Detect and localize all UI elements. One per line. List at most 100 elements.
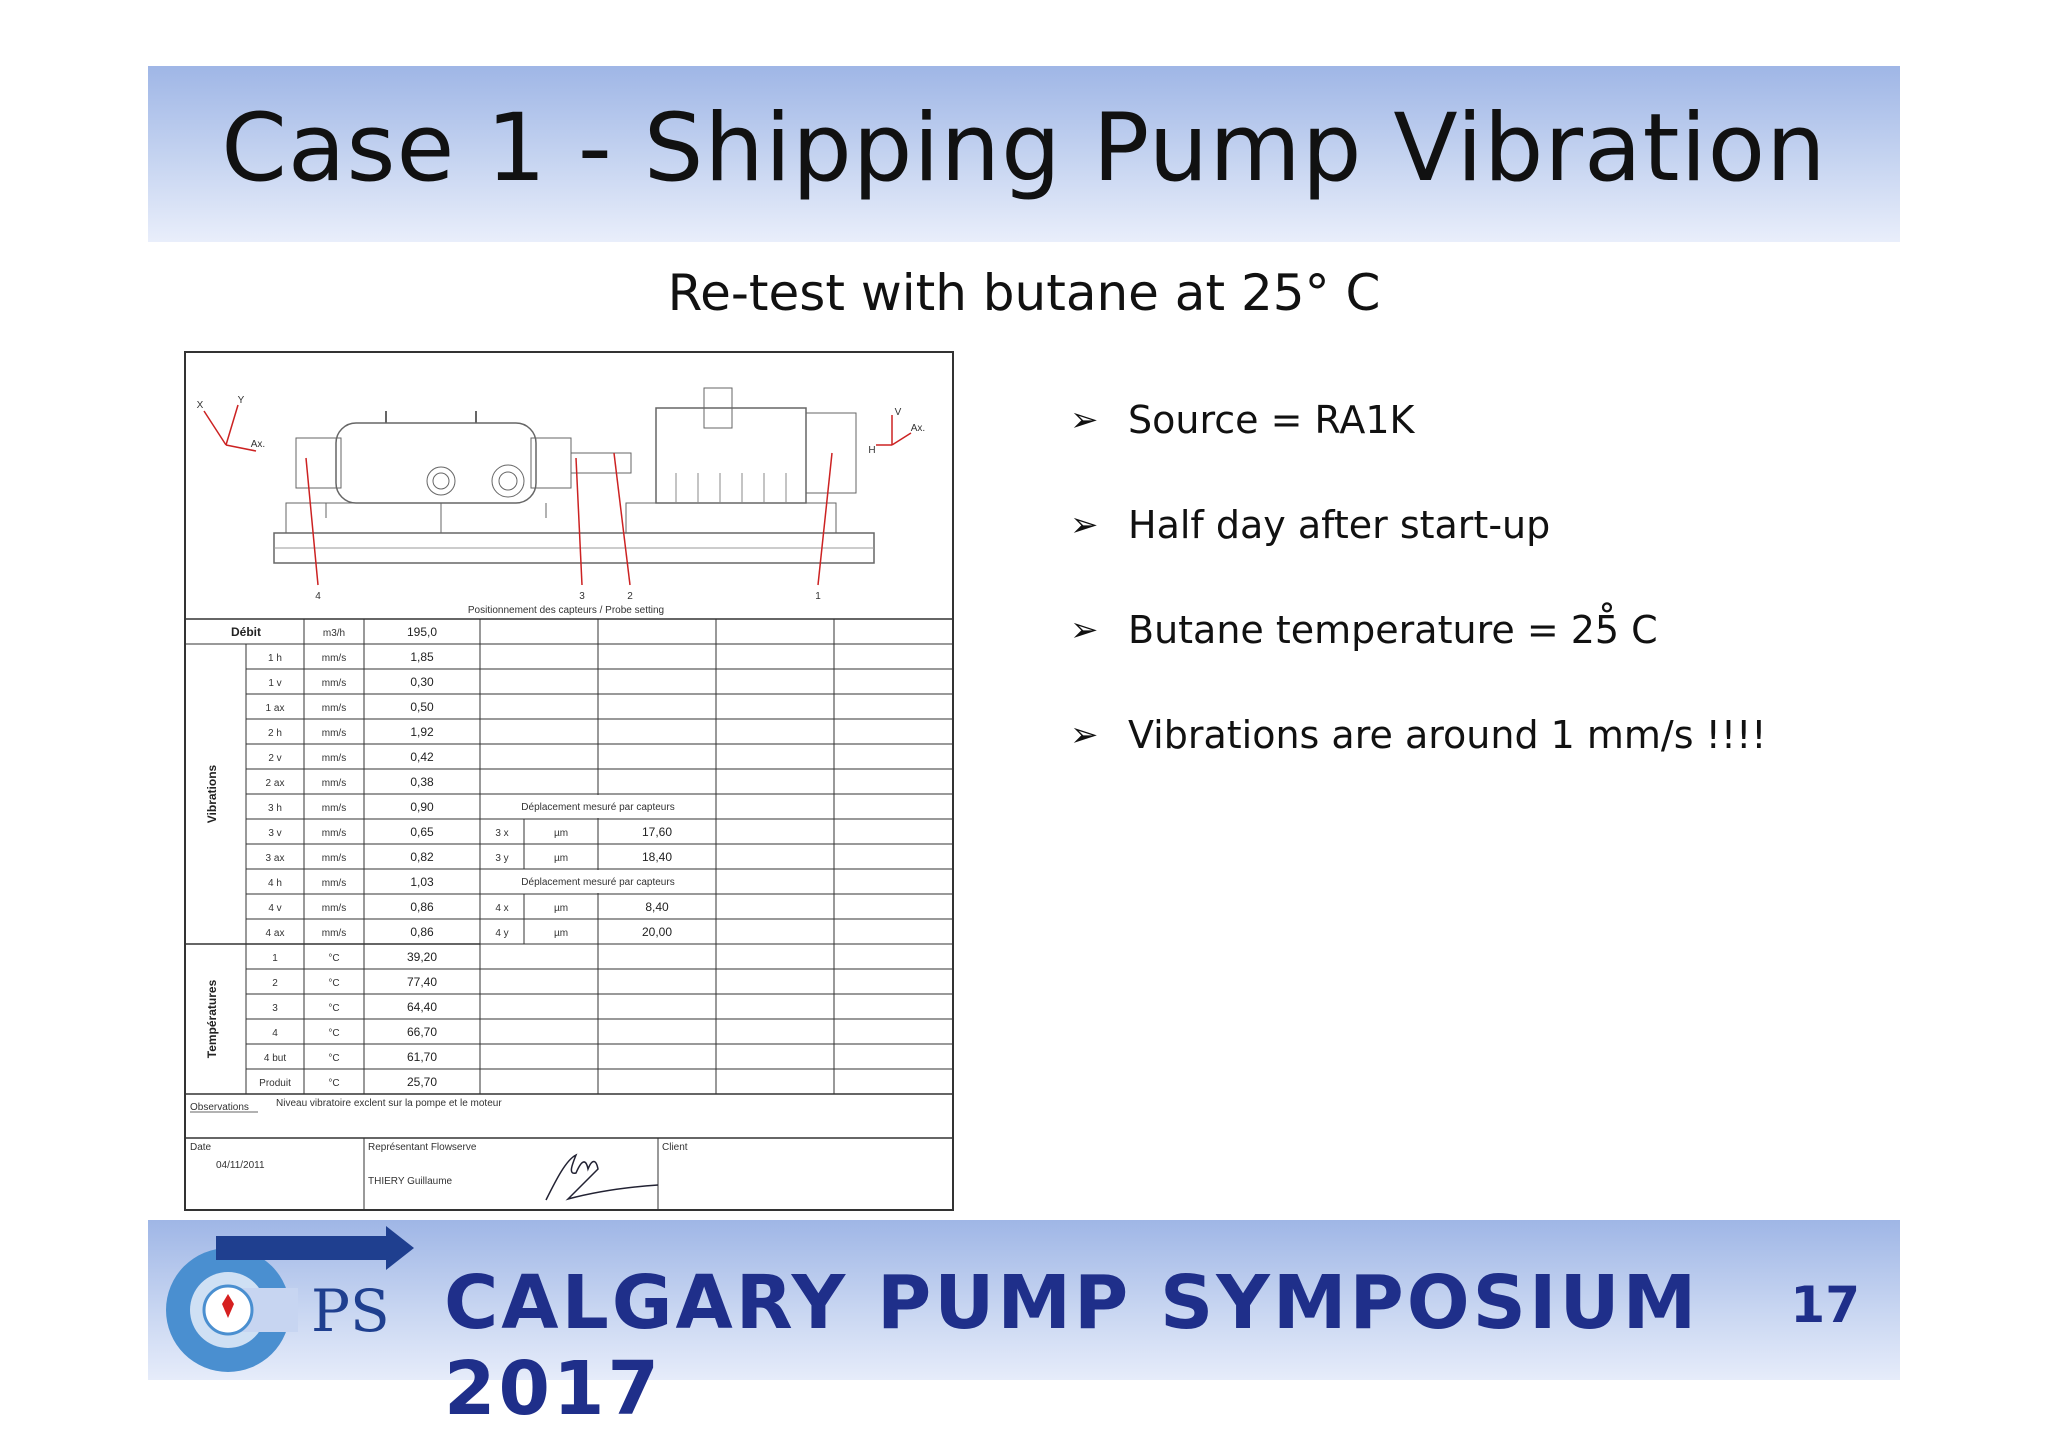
pump-bearing-right <box>530 437 572 489</box>
vib-unit: mm/s <box>322 853 346 864</box>
displacement-value: 18,40 <box>642 850 672 864</box>
vib-value: 0,90 <box>410 800 434 814</box>
temp-point: 4 but <box>264 1053 286 1064</box>
vib-value: 0,86 <box>410 900 434 914</box>
displacement-point: 3 x <box>495 828 508 839</box>
probe-line <box>817 452 833 586</box>
flow-unit: m3/h <box>323 628 345 639</box>
footer-title: CALGARY PUMP SYMPOSIUM 2017 <box>444 1260 1700 1432</box>
temp-unit: °C <box>328 1003 339 1014</box>
vib-value: 0,30 <box>410 675 434 689</box>
motor-body <box>655 407 807 504</box>
probe-label: 3 <box>579 591 585 602</box>
displacement-value: 17,60 <box>642 825 672 839</box>
vib-value: 0,65 <box>410 825 434 839</box>
cps-logo: PS <box>156 1226 416 1381</box>
arrow-bullet-icon: ➢ <box>1070 715 1099 755</box>
temp-unit: °C <box>328 1053 339 1064</box>
vib-value: 0,86 <box>410 925 434 939</box>
displacement-value: 20,00 <box>642 925 672 939</box>
temp-unit: °C <box>328 1028 339 1039</box>
vib-value: 1,03 <box>410 875 434 889</box>
temp-value: 66,70 <box>407 1025 437 1039</box>
vibrations-group-label: Vibrations <box>205 764 219 823</box>
vib-unit: mm/s <box>322 803 346 814</box>
title-band: Case 1 - Shipping Pump Vibration <box>148 66 1900 242</box>
vib-point: 1 ax <box>266 703 285 714</box>
arrow-bullet-icon: ➢ <box>1070 400 1099 440</box>
bullet-list: ➢ Source = RA1K ➢ Half day after start-u… <box>1070 393 1890 813</box>
vib-point: 4 h <box>268 878 282 889</box>
slide-title: Case 1 - Shipping Pump Vibration <box>221 94 1827 203</box>
temp-point: 1 <box>272 953 278 964</box>
arrow-icon <box>216 1226 414 1270</box>
temp-value: 77,40 <box>407 975 437 989</box>
temp-point: 4 <box>272 1028 278 1039</box>
test-sheet-drawing: X Y Ax. V H Ax. 4 3 2 1 Positionnement des capteur… <box>186 387 952 1209</box>
vib-unit: mm/s <box>322 728 346 739</box>
axis-ax-right-label: Ax. <box>911 423 925 434</box>
axis-v-label: V <box>895 407 902 418</box>
page-number: 17 <box>1790 1276 1860 1334</box>
probe-line <box>575 457 583 586</box>
displacement-value: 8,40 <box>645 900 669 914</box>
vib-unit: mm/s <box>322 928 346 939</box>
vib-point: 2 v <box>268 753 281 764</box>
probe-label: 1 <box>815 591 821 602</box>
vib-value: 1,92 <box>410 725 434 739</box>
footer-band: PS CALGARY PUMP SYMPOSIUM 2017 17 <box>148 1220 1900 1432</box>
flow-value: 195,0 <box>407 625 437 639</box>
probe-label: 2 <box>627 591 633 602</box>
displacement-unit: µm <box>554 828 568 839</box>
pump-support <box>285 502 442 534</box>
coupling <box>570 452 632 474</box>
bullet-item: ➢ Source = RA1K <box>1070 393 1890 447</box>
motor-fan-cover <box>805 412 857 494</box>
axis-left-x <box>203 410 227 446</box>
vibration-test-sheet: X Y Ax. V H Ax. 4 3 2 1 Positionnement des capteur… <box>184 351 954 1211</box>
vib-point: 2 h <box>268 728 282 739</box>
arrow-bullet-icon: ➢ <box>1070 610 1099 650</box>
probe-label: 4 <box>315 591 321 602</box>
temp-value: 25,70 <box>407 1075 437 1089</box>
displacement-point: 4 x <box>495 903 508 914</box>
vib-value: 1,85 <box>410 650 434 664</box>
displacement-unit: µm <box>554 853 568 864</box>
motor-support <box>625 502 837 534</box>
bullet-text: Vibrations are around 1 mm/s !!!! <box>1128 713 1767 757</box>
date-label: Date <box>190 1142 212 1153</box>
flow-label: Débit <box>231 625 261 639</box>
vib-unit: mm/s <box>322 753 346 764</box>
temp-unit: °C <box>328 953 339 964</box>
temp-point: Produit <box>259 1078 291 1089</box>
vib-value: 0,42 <box>410 750 434 764</box>
axis-left-ax <box>225 444 257 452</box>
temp-value: 61,70 <box>407 1050 437 1064</box>
displacement-header: Déplacement mesuré par capteurs <box>521 802 674 813</box>
vib-unit: mm/s <box>322 828 346 839</box>
vib-point: 3 v <box>268 828 281 839</box>
logo-letters: PS <box>311 1277 390 1345</box>
probe-line <box>613 452 631 586</box>
vib-unit: mm/s <box>322 653 346 664</box>
vib-unit: mm/s <box>322 778 346 789</box>
axis-h-label: H <box>868 445 875 456</box>
signature <box>545 1153 659 1201</box>
vib-point: 3 ax <box>266 853 285 864</box>
pump-casing <box>335 422 537 504</box>
drawing-caption: Positionnement des capteurs / Probe sett… <box>468 605 664 616</box>
arrow-bullet-icon: ➢ <box>1070 505 1099 545</box>
axis-right-ax <box>891 432 912 446</box>
axis-ax-label: Ax. <box>251 439 265 450</box>
client-label: Client <box>662 1142 688 1153</box>
probe-line <box>305 457 319 586</box>
vib-value: 0,50 <box>410 700 434 714</box>
temp-unit: °C <box>328 1078 339 1089</box>
vib-point: 4 ax <box>266 928 285 939</box>
pump-bearing-left <box>295 437 342 489</box>
vib-value: 0,82 <box>410 850 434 864</box>
axis-y-label: Y <box>238 395 245 406</box>
discharge-flange <box>491 464 525 498</box>
vib-point: 3 h <box>268 803 282 814</box>
displacement-header-cell <box>481 870 715 893</box>
